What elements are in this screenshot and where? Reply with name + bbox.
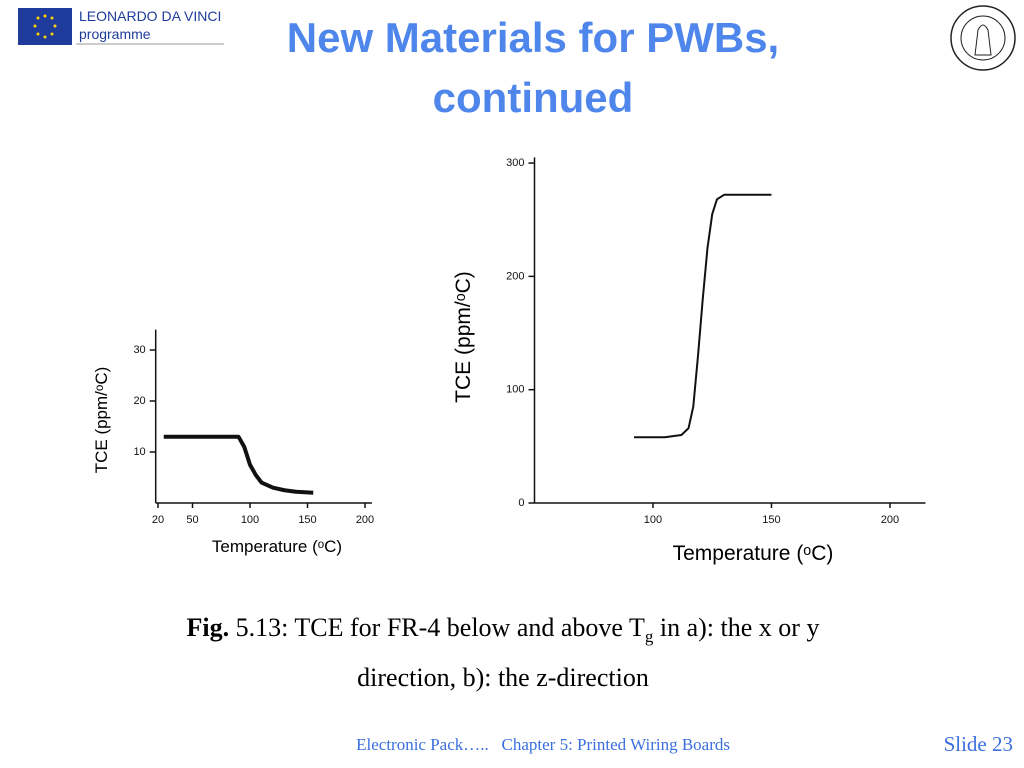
footer-left: Electronic Pack….. Chapter 5: Printed Wi… (356, 735, 730, 754)
x-tick-label: 200 (356, 514, 374, 526)
footer-right: Slide 23 (944, 732, 1013, 756)
x-tick-label: 50 (186, 514, 198, 526)
x-tick-label: 100 (644, 514, 662, 526)
university-seal (950, 5, 1016, 71)
x-axis-label: Temperature (ᵒC) (212, 537, 342, 556)
y-tick-label: 300 (506, 157, 524, 169)
y-tick-label: 200 (506, 270, 524, 282)
caption-text: 5.13: TCE for FR-4 below and above T (236, 613, 645, 642)
caption-sub: g (645, 627, 654, 646)
y-tick-label: 30 (133, 344, 145, 356)
caption-line2: direction, b): the z-direction (357, 663, 649, 692)
x-axis-label: Temperature (ᵒC) (673, 542, 834, 565)
title-line2: continued (433, 74, 634, 121)
chart: 10 20 30 20 50 100 150 200 Temperature (ᵒC) TCE (… (92, 329, 374, 556)
chart: 0 100 200 300 100 150 200 Temperature (ᵒC) TCE (… (452, 157, 926, 565)
y-axis-label: TCE (ppm/ᵒC) (452, 271, 475, 403)
logo-line2: programme (79, 26, 151, 42)
data-line (634, 193, 772, 439)
y-tick-label: 20 (133, 395, 145, 407)
y-tick-label: 100 (506, 384, 524, 396)
y-tick-label: 10 (133, 446, 145, 458)
x-tick-label: 100 (241, 514, 259, 526)
logo-line1: LEONARDO DA VINCI (79, 8, 221, 24)
x-tick-label: 150 (298, 514, 316, 526)
eu-flag (18, 8, 72, 45)
x-tick-label: 200 (881, 514, 899, 526)
title-line1: New Materials for PWBs, (287, 14, 779, 61)
x-tick-label: 150 (762, 514, 780, 526)
caption-fig: Fig. (187, 613, 230, 642)
eu-stars (33, 14, 57, 39)
x-tick-label: 20 (152, 514, 164, 526)
y-axis-label: TCE (ppm/ᵒC) (92, 367, 111, 474)
data-line (163, 434, 314, 495)
eu-logo: LEONARDO DA VINCI programme (18, 8, 224, 45)
caption-rest: in a): the x or y (660, 613, 820, 642)
caption-line1: Fig. 5.13: TCE for FR-4 below and above … (187, 613, 820, 648)
y-tick-label: 0 (518, 497, 524, 509)
